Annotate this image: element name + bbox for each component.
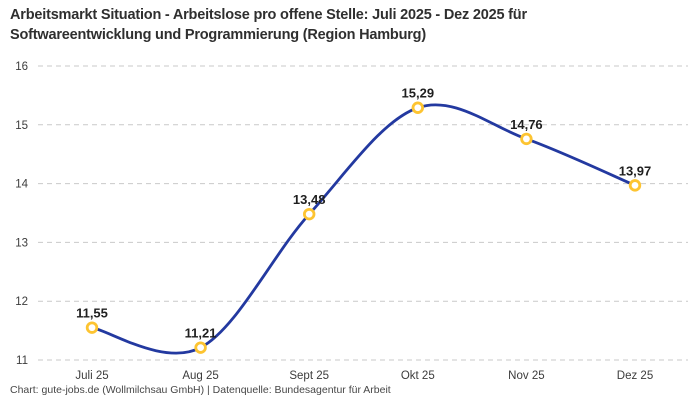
x-axis-label: Okt 25: [401, 370, 435, 382]
y-tick-label: 16: [15, 61, 28, 73]
x-axis-label: Aug 25: [182, 370, 218, 382]
data-point-label: 15,29: [402, 86, 435, 101]
data-point-marker: [303, 207, 316, 221]
data-point-marker: [520, 132, 533, 146]
series-line: [90, 103, 637, 355]
chart-title: Arbeitsmarkt Situation - Arbeitslose pro…: [10, 5, 527, 45]
x-axis-label: Sept 25: [289, 370, 329, 382]
data-point-label: 13,48: [293, 192, 326, 207]
data-point-label: 11,21: [185, 326, 217, 341]
data-point-marker: [411, 101, 425, 114]
data-point-label: 11,55: [76, 306, 108, 321]
y-tick-label: 14: [15, 179, 28, 191]
chart-title-line2: Softwareentwicklung und Programmierung (…: [10, 27, 426, 43]
data-point-label: 13,97: [619, 163, 652, 178]
data-point-marker: [194, 341, 207, 354]
chart-title-line1: Arbeitsmarkt Situation - Arbeitslose pro…: [10, 7, 527, 23]
y-tick-label: 12: [15, 296, 28, 308]
y-tick-label: 11: [16, 355, 28, 367]
x-axis-label: Juli 25: [75, 370, 108, 382]
y-tick-label: 13: [15, 237, 28, 249]
chart-attribution: Chart: gute-jobs.de (Wollmilchsau GmbH) …: [10, 384, 391, 396]
data-point-label: 14,76: [510, 117, 543, 132]
x-axis-label: Dez 25: [617, 370, 653, 382]
data-point-marker: [628, 179, 642, 192]
y-tick-label: 15: [15, 120, 28, 132]
data-point-marker: [85, 321, 99, 334]
x-axis-label: Nov 25: [508, 370, 544, 382]
